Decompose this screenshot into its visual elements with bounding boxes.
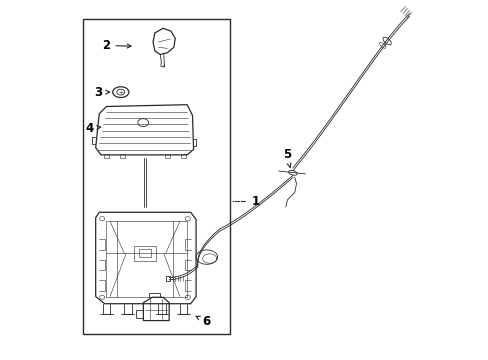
Text: 3: 3 (94, 86, 109, 99)
Text: 6: 6 (196, 315, 210, 328)
Text: 5: 5 (282, 148, 290, 167)
Bar (83, 19, 230, 334)
Bar (148, 293, 159, 297)
Bar (138, 249, 151, 257)
Bar (120, 154, 125, 158)
Bar (104, 154, 109, 158)
Text: 1: 1 (251, 195, 259, 208)
Text: 2: 2 (102, 39, 131, 52)
Bar (164, 154, 169, 158)
Text: 4: 4 (85, 122, 101, 135)
Bar (181, 154, 185, 158)
Bar (134, 246, 155, 261)
Bar (166, 276, 169, 281)
